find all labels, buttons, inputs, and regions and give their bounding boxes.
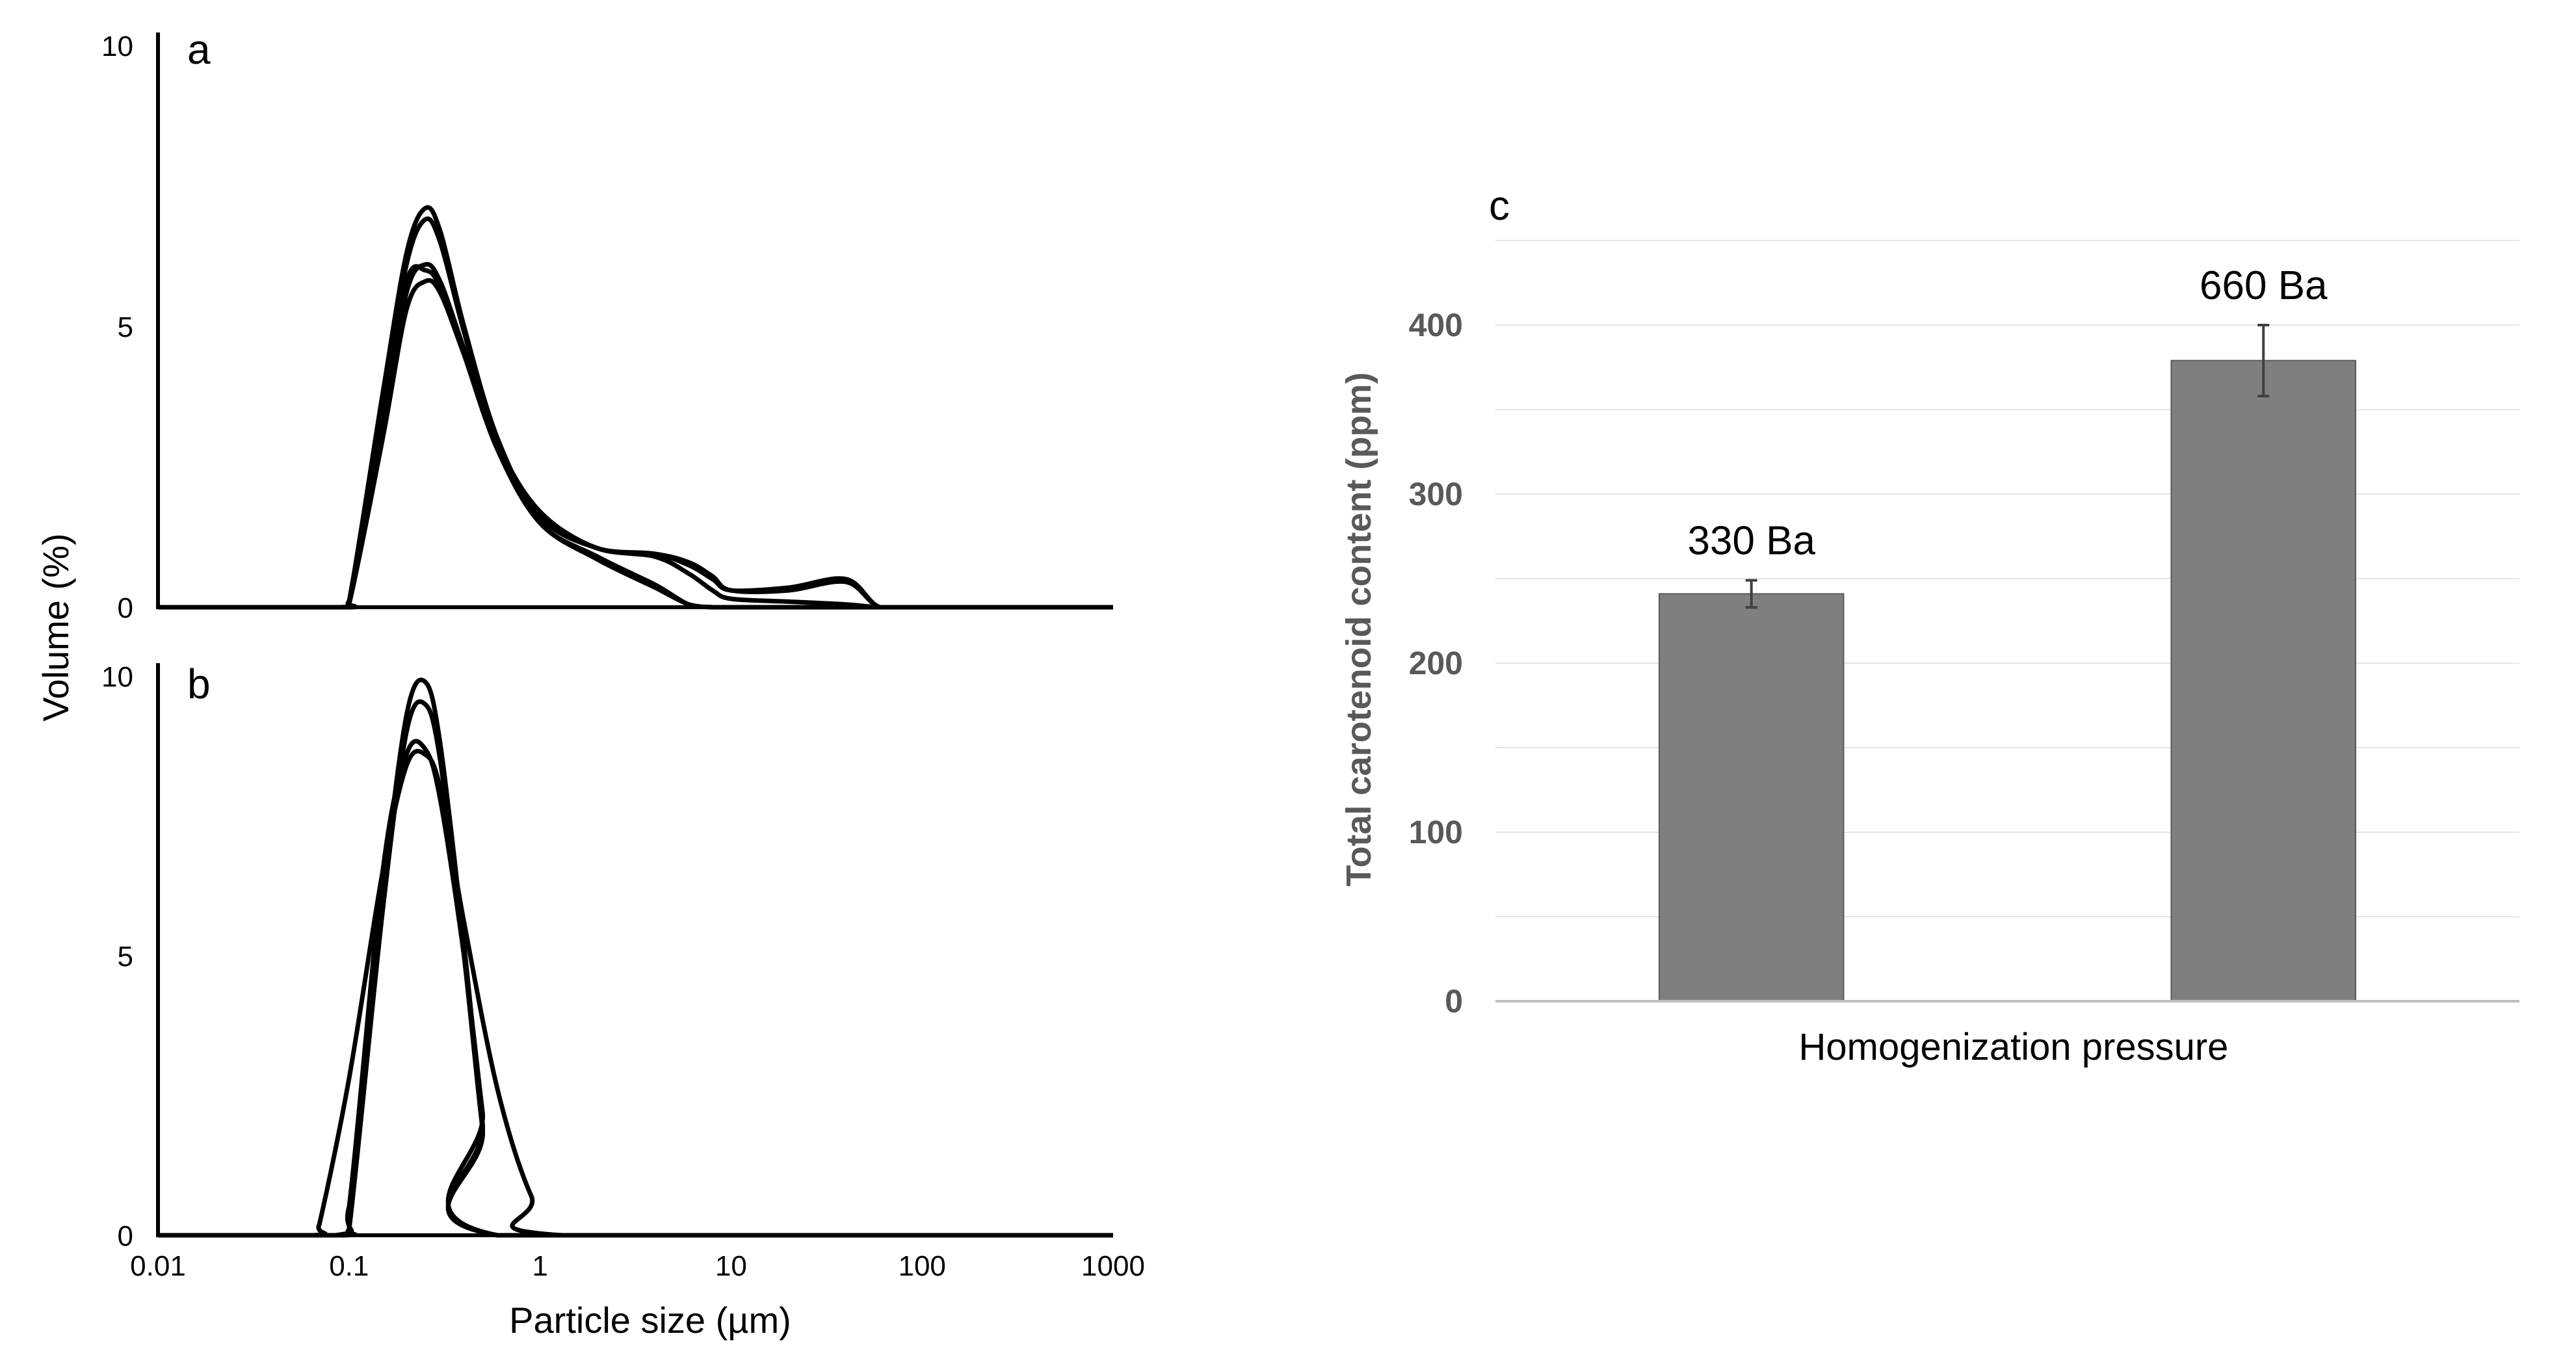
panel-a-lines xyxy=(157,205,1113,610)
bar-1 xyxy=(1659,593,1845,1002)
panel-c-y-ticks: 0 100 200 300 400 xyxy=(1409,307,1463,1019)
panel-b-series-line-3 xyxy=(157,748,1113,1238)
panel-b-y-tick-label: 5 xyxy=(118,941,133,973)
panel-b-x-tick-label: 1000 xyxy=(1081,1250,1145,1282)
panel-b-chart: b 0 5 10 0.01 0.1 1 10 100 1000 Particle size (… xyxy=(101,661,1145,1341)
bar-2 xyxy=(2170,360,2356,1002)
panel-c-y-axis-title: Total carotenoid content (ppm) xyxy=(1339,373,1378,887)
bar-label-2: 660 Ba xyxy=(2200,263,2328,308)
panel-a-y-tick-label: 5 xyxy=(118,311,133,343)
panel-b-y-tick-label: 10 xyxy=(101,661,133,693)
panel-c-chart: c 0 100 200 300 400 330 Ba 660 Ba Total carot… xyxy=(1339,182,2519,1068)
panel-b-x-tick-label: 100 xyxy=(898,1250,945,1282)
panel-a-y-tick-label: 10 xyxy=(101,31,133,62)
panel-a-chart: a 0 5 10 xyxy=(101,26,1113,624)
panel-b-x-tick-label: 0.01 xyxy=(130,1250,186,1282)
panel-c-bars: 330 Ba 660 Ba xyxy=(1659,263,2356,1002)
panel-b-series-line-2 xyxy=(157,699,1113,1238)
panel-c-y-tick-label: 200 xyxy=(1409,645,1463,681)
panel-a-series-line-2 xyxy=(157,216,1113,610)
panel-c-y-tick-label: 100 xyxy=(1409,814,1463,850)
panel-c-letter: c xyxy=(1489,182,1510,229)
bar-label-1: 330 Ba xyxy=(1688,519,1816,564)
panel-a-series-line-4 xyxy=(157,278,1113,610)
panel-c-y-tick-label: 400 xyxy=(1409,307,1463,343)
panel-c-y-tick-label: 300 xyxy=(1409,476,1463,512)
panel-a-y-ticks: 0 5 10 xyxy=(101,31,133,624)
panel-b-x-tick-label: 1 xyxy=(532,1250,547,1282)
panel-b-x-tick-label: 10 xyxy=(715,1250,747,1282)
panel-a-letter: a xyxy=(187,26,211,73)
panel-b-x-axis-title: Particle size (µm) xyxy=(509,1300,791,1341)
panel-b-y-tick-label: 0 xyxy=(118,1220,133,1252)
panel-b-x-tick-label: 0.1 xyxy=(329,1250,369,1282)
panel-b-x-ticks: 0.01 0.1 1 10 100 1000 xyxy=(130,1250,1145,1282)
panel-c-x-axis-title: Homogenization pressure xyxy=(1799,1026,2229,1068)
panel-a-y-tick-label: 0 xyxy=(118,592,133,624)
panel-b-series-line-4 xyxy=(157,739,1113,1238)
panel-b-series-line-1 xyxy=(157,677,1113,1238)
volume-axis-title: Volume (%) xyxy=(35,533,76,721)
panel-c-y-tick-label: 0 xyxy=(1445,983,1463,1019)
panel-b-letter: b xyxy=(187,661,211,707)
panel-a-series-line-1 xyxy=(157,205,1113,610)
panel-b-lines xyxy=(157,677,1113,1238)
panel-c-gridlines xyxy=(1495,240,2519,917)
panel-b-y-ticks: 0 5 10 xyxy=(101,661,133,1252)
